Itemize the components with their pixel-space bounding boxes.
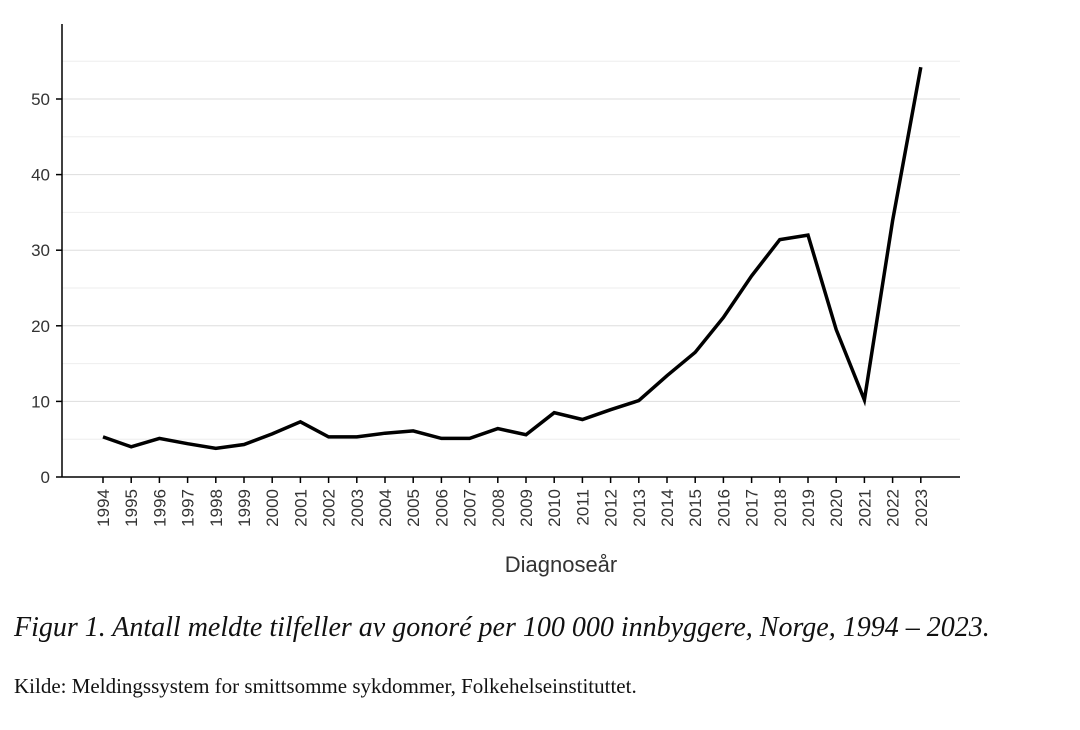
x-tick-label: 2017 bbox=[743, 489, 762, 527]
y-tick-label: 30 bbox=[31, 241, 50, 260]
gridlines bbox=[62, 60, 960, 440]
x-tick-label: 2004 bbox=[376, 489, 395, 527]
x-tick-label: 1995 bbox=[122, 489, 141, 527]
x-tick-label: 2002 bbox=[320, 489, 339, 527]
x-tick-label: 2016 bbox=[714, 489, 733, 527]
x-tick-label: 2013 bbox=[630, 489, 649, 527]
x-tick-label: 2021 bbox=[855, 489, 874, 527]
x-tick-label: 2006 bbox=[432, 489, 451, 527]
y-ticks: 0 10 20 30 40 50 bbox=[31, 90, 62, 487]
x-tick-label: 2014 bbox=[658, 489, 677, 527]
x-tick-label: 2022 bbox=[884, 489, 903, 527]
x-tick-label: 1996 bbox=[150, 489, 169, 527]
x-ticks: 1994 1995 1996 1997 1998 1999 2000 2001 2002 2003… bbox=[94, 477, 931, 527]
source-note: Kilde: Meldingssystem for smittsomme syk… bbox=[14, 674, 637, 698]
x-tick-label: 2010 bbox=[545, 489, 564, 527]
series-line bbox=[102, 66, 923, 451]
x-tick-label: 2005 bbox=[404, 489, 423, 527]
x-tick-label: 1999 bbox=[235, 489, 254, 527]
y-tick-label: 10 bbox=[31, 392, 50, 411]
x-tick-label: 2019 bbox=[799, 489, 818, 527]
y-tick-label: 0 bbox=[41, 468, 50, 487]
line-chart: 0 10 20 30 40 50 1994 1995 1996 1997 1998 1999 2000… bbox=[31, 24, 960, 577]
x-tick-label: 1994 bbox=[94, 489, 113, 527]
figure-caption: Figur 1. Antall meldte tilfeller av gono… bbox=[14, 612, 990, 643]
x-tick-label: 2001 bbox=[291, 489, 310, 527]
x-tick-label: 2007 bbox=[461, 489, 480, 527]
x-tick-label: 2000 bbox=[263, 489, 282, 527]
x-tick-label: 2009 bbox=[517, 489, 536, 527]
x-axis-title: Diagnoseår bbox=[505, 552, 618, 577]
y-tick-label: 40 bbox=[31, 166, 50, 185]
y-tick-label: 20 bbox=[31, 317, 50, 336]
x-tick-label: 2003 bbox=[348, 489, 367, 527]
x-tick-label: 2015 bbox=[686, 489, 705, 527]
x-tick-label: 1998 bbox=[207, 489, 226, 527]
x-tick-label: 2020 bbox=[827, 489, 846, 527]
x-tick-label: 2018 bbox=[771, 489, 790, 527]
x-tick-label: 2008 bbox=[489, 489, 508, 527]
x-tick-label: 2012 bbox=[602, 489, 621, 527]
y-tick-label: 50 bbox=[31, 90, 50, 109]
x-tick-label: 2011 bbox=[573, 489, 592, 526]
x-tick-label: 2023 bbox=[912, 489, 931, 527]
series bbox=[102, 66, 923, 451]
x-tick-label: 1997 bbox=[179, 489, 198, 527]
